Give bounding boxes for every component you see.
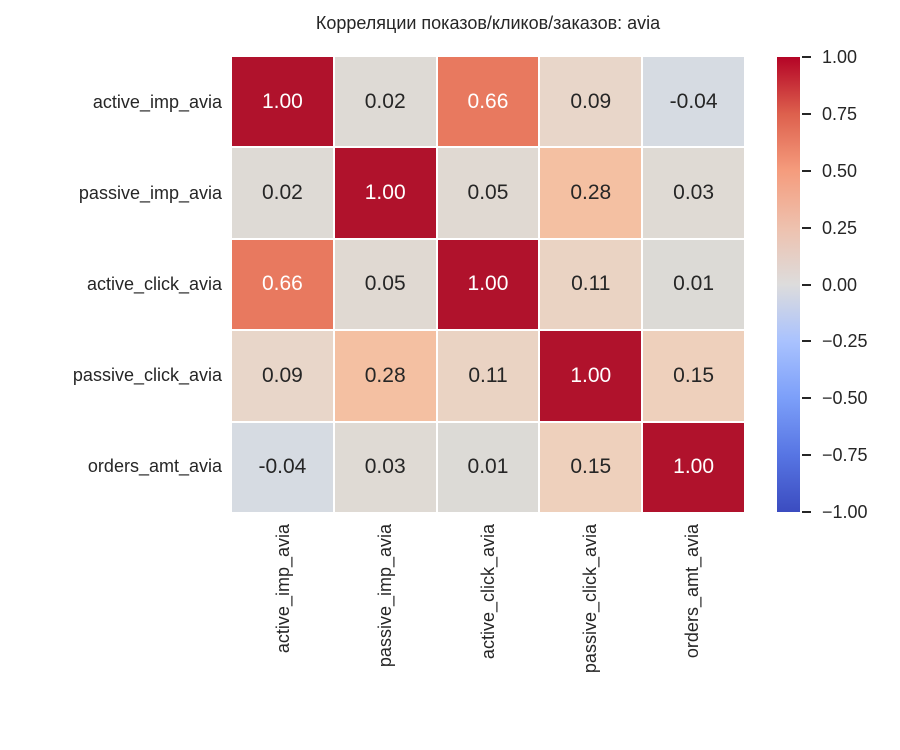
colorbar-tick-label: −0.50 xyxy=(822,388,868,409)
heatmap-cell: 0.09 xyxy=(540,57,642,147)
x-axis-label: passive_imp_avia xyxy=(334,524,436,736)
y-axis-label: active_imp_avia xyxy=(92,92,222,112)
heatmap-cell: 0.05 xyxy=(437,148,539,238)
heatmap-cell: 1.00 xyxy=(334,148,436,238)
x-axis-label: active_click_avia xyxy=(437,524,539,736)
x-axis-label: active_imp_avia xyxy=(232,524,334,736)
chart-title: Корреляции показов/кликов/заказов: avia xyxy=(315,13,661,33)
x-axis-label: orders_amt_avia xyxy=(642,524,744,736)
colorbar-tick-label: 0.25 xyxy=(822,217,858,238)
colorbar-tick-label: −1.00 xyxy=(822,502,868,522)
heatmap-cell: 0.15 xyxy=(643,331,744,421)
heatmap-cell: 0.02 xyxy=(232,148,333,238)
heatmap-cell: 0.11 xyxy=(540,239,642,330)
heatmap-cell: 0.15 xyxy=(540,422,642,512)
x-axis-label-text: active_imp_avia xyxy=(272,524,293,654)
y-axis-label: passive_imp_avia xyxy=(78,183,222,203)
x-axis-label-text: orders_amt_avia xyxy=(682,524,703,659)
colorbar-tick-label: −0.75 xyxy=(822,445,868,466)
x-axis-label-text: passive_imp_avia xyxy=(375,524,396,668)
heatmap-grid: 1.00 0.02 0.66 0.09 -0.04 0.02 1.00 0.05 0.28 0.0… xyxy=(232,57,744,512)
colorbar-tick-mark xyxy=(802,112,811,115)
colorbar-tick-mark xyxy=(802,511,811,513)
colorbar-tick-mark xyxy=(802,454,811,457)
heatmap-cell: 1.00 xyxy=(232,57,333,147)
x-axis-label-text: passive_click_avia xyxy=(579,524,600,674)
colorbar-tick-mark xyxy=(802,226,811,229)
x-axis-label: passive_click_avia xyxy=(539,524,641,736)
heatmap-cell: 0.66 xyxy=(437,57,539,147)
heatmap-cell: 1.00 xyxy=(540,331,642,421)
heatmap-cell: 0.11 xyxy=(437,331,539,421)
colorbar-tick-label: −0.25 xyxy=(822,331,868,352)
colorbar-tick-label: 0.00 xyxy=(822,274,858,295)
colorbar-tick-label: 0.75 xyxy=(822,103,858,124)
heatmap-cell: 0.09 xyxy=(232,331,333,421)
colorbar: 1.00 0.75 0.50 0.25 0.00 −0.25 −0.50 −0.75 −1.00 xyxy=(777,47,900,522)
colorbar-tick-mark xyxy=(802,283,811,286)
x-axis-labels: active_imp_avia passive_imp_avia active_cl… xyxy=(232,524,744,736)
heatmap-cell: 0.01 xyxy=(437,422,539,512)
heatmap-cell: 0.03 xyxy=(334,422,436,512)
heatmap-cell: 1.00 xyxy=(643,422,744,512)
heatmap-cell: 0.66 xyxy=(232,239,333,330)
x-axis-label-text: active_click_avia xyxy=(477,524,498,660)
y-axis-labels: active_imp_avia passive_imp_avia active_cl… xyxy=(0,57,222,512)
heatmap-cell: 0.03 xyxy=(643,148,744,238)
heatmap-cell: 1.00 xyxy=(437,239,539,330)
colorbar-tick-mark xyxy=(802,340,811,343)
colorbar-tick-label: 1.00 xyxy=(822,47,858,67)
y-axis-label: active_click_avia xyxy=(86,274,222,294)
colorbar-tick-mark xyxy=(802,397,811,400)
colorbar-tick-mark xyxy=(802,56,811,58)
y-axis-label: passive_click_avia xyxy=(72,365,222,385)
y-axis-label: orders_amt_avia xyxy=(87,456,222,476)
colorbar-tick-label: 0.50 xyxy=(822,160,858,181)
heatmap-cell: 0.28 xyxy=(540,148,642,238)
heatmap-cell: -0.04 xyxy=(232,422,333,512)
colorbar-gradient xyxy=(777,57,800,512)
heatmap-cell: 0.02 xyxy=(334,57,436,147)
heatmap-cell: 0.28 xyxy=(334,331,436,421)
heatmap-cell: -0.04 xyxy=(643,57,744,147)
heatmap-cell: 0.01 xyxy=(643,239,744,330)
colorbar-tick-mark xyxy=(802,169,811,172)
heatmap-cell: 0.05 xyxy=(334,239,436,330)
